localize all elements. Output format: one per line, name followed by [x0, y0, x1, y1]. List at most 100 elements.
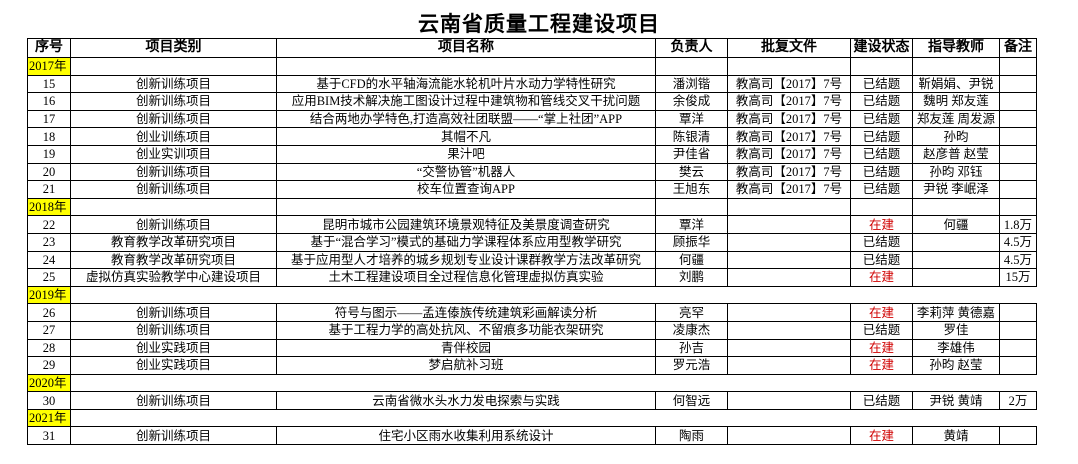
cell-no: 28	[27, 338, 71, 358]
cell-no: 24	[27, 250, 71, 270]
cell-name: 校车位置查询APP	[276, 180, 656, 199]
header-status: 建设状态	[850, 38, 913, 58]
cell-advisor	[912, 268, 1000, 287]
empty-cell	[850, 57, 913, 76]
table-row: 28 创业实践项目 青伴校园 孙吉 在建 李雄伟	[27, 338, 1037, 358]
cell-no: 31	[27, 426, 71, 446]
cell-name: 土木工程建设项目全过程信息化管理虚拟仿真实验	[276, 268, 656, 287]
cell-approval	[727, 268, 851, 287]
cell-no: 26	[27, 303, 71, 322]
cell-advisor: 何疆	[912, 215, 1000, 234]
cell-note	[999, 338, 1037, 358]
cell-category: 创新训练项目	[70, 426, 277, 446]
page-title: 云南省质量工程建设项目	[418, 11, 660, 36]
cell-advisor: 罗佳	[912, 320, 1000, 340]
cell-approval	[727, 391, 851, 410]
year-label: 2020年	[27, 373, 71, 393]
empty-cell	[728, 374, 851, 392]
table-row: 25 虚拟仿真实验教学中心建设项目 土木工程建设项目全过程信息化管理虚拟仿真实验 刘鹏…	[27, 268, 1037, 287]
cell-approval: 教高司【2017】7号	[727, 180, 851, 199]
cell-name: 应用BIM技术解决施工图设计过程中建筑物和管线交叉干扰问题	[276, 92, 656, 111]
cell-no: 27	[27, 320, 71, 340]
cell-leader: 樊云	[655, 162, 728, 182]
cell-advisor: 李雄伟	[912, 338, 1000, 358]
cell-name: 基于CFD的水平轴海流能水轮机叶片水动力学特性研究	[276, 74, 656, 94]
empty-cell	[999, 197, 1037, 217]
header-category: 项目类别	[70, 38, 277, 58]
cell-no: 15	[27, 74, 71, 94]
cell-leader: 潘浏锴	[655, 74, 728, 94]
table-row: 18 创业训练项目 其帽不凡 陈银清 教高司【2017】7号 已结题 孙昀	[27, 127, 1037, 146]
table-row: 26 创新训练项目 符号与图示——孟连傣族传统建筑彩画解读分析 亮罕 在建 李莉萍 黄德嘉	[27, 303, 1037, 322]
cell-status: 在建	[850, 338, 913, 358]
cell-status: 在建	[850, 215, 913, 234]
empty-cell	[276, 57, 656, 76]
cell-approval: 教高司【2017】7号	[727, 74, 851, 94]
empty-cell	[727, 197, 851, 217]
cell-advisor: 魏明 郑友莲	[912, 92, 1000, 111]
table-row: 22 创新训练项目 昆明市城市公园建筑环境景观特征及美景度调查研究 覃洋 在建 何疆 1.8…	[27, 215, 1037, 234]
empty-cell	[277, 409, 656, 427]
empty-cell	[851, 409, 913, 427]
empty-cell	[850, 197, 913, 217]
cell-leader: 余俊成	[655, 92, 728, 111]
cell-advisor: 靳娟娟、尹锐	[912, 74, 1000, 94]
header-advisor: 指导教师	[912, 38, 1000, 58]
cell-advisor: 孙昀 赵莹	[912, 356, 1000, 375]
cell-approval	[727, 215, 851, 234]
cell-note	[999, 92, 1037, 111]
cell-name: 云南省微水头水力发电探索与实践	[276, 391, 656, 410]
cell-name: 住宅小区雨水收集利用系统设计	[276, 426, 656, 446]
table-row: 19 创业实训项目 果汁吧 尹佳省 教高司【2017】7号 已结题 赵彦普 赵莹	[27, 144, 1037, 164]
cell-note: 1.8万	[999, 215, 1037, 234]
table-row: 30 创新训练项目 云南省微水头水力发电探索与实践 何智远 已结题 尹锐 黄靖 2万	[27, 391, 1037, 410]
empty-cell	[656, 409, 728, 427]
cell-leader: 刘鹏	[655, 268, 728, 287]
empty-cell	[71, 286, 277, 304]
cell-name: “交警协管”机器人	[276, 162, 656, 182]
table-row: 16 创新训练项目 应用BIM技术解决施工图设计过程中建筑物和管线交叉干扰问题 余俊成…	[27, 92, 1037, 111]
cell-status: 在建	[850, 356, 913, 375]
cell-no: 17	[27, 109, 71, 129]
table-row: 31 创新训练项目 住宅小区雨水收集利用系统设计 陶雨 在建 黄靖	[27, 426, 1037, 446]
empty-cell	[655, 197, 728, 217]
cell-approval: 教高司【2017】7号	[727, 127, 851, 146]
header-note: 备注	[999, 38, 1037, 58]
year-label: 2019年	[27, 285, 71, 305]
cell-leader: 凌康杰	[655, 320, 728, 340]
cell-category: 创业训练项目	[70, 127, 277, 146]
cell-category: 创新训练项目	[70, 303, 277, 322]
header-approval: 批复文件	[727, 38, 851, 58]
cell-note: 2万	[999, 391, 1037, 410]
cell-status: 在建	[850, 426, 913, 446]
table-row: 15 创新训练项目 基于CFD的水平轴海流能水轮机叶片水动力学特性研究 潘浏锴 教高司【…	[27, 74, 1037, 94]
cell-name: 符号与图示——孟连傣族传统建筑彩画解读分析	[276, 303, 656, 322]
empty-cell	[1000, 409, 1037, 427]
cell-leader: 陈银清	[655, 127, 728, 146]
cell-name: 基于应用型人才培养的城乡规划专业设计课群教学方法改革研究	[276, 250, 656, 270]
cell-approval	[727, 320, 851, 340]
cell-category: 创新训练项目	[70, 180, 277, 199]
header-row: 序号 项目类别 项目名称 负责人 批复文件 建设状态 指导教师 备注	[27, 38, 1037, 58]
cell-note	[999, 180, 1037, 199]
cell-approval	[727, 250, 851, 270]
cell-status: 已结题	[850, 74, 913, 94]
cell-leader: 孙吉	[655, 338, 728, 358]
cell-leader: 陶雨	[655, 426, 728, 446]
empty-cell	[912, 57, 1000, 76]
cell-category: 创业实践项目	[70, 338, 277, 358]
cell-note	[999, 127, 1037, 146]
empty-cell	[276, 197, 656, 217]
cell-status: 已结题	[850, 144, 913, 164]
cell-leader: 何疆	[655, 250, 728, 270]
cell-approval: 教高司【2017】7号	[727, 144, 851, 164]
cell-no: 23	[27, 232, 71, 252]
cell-no: 21	[27, 180, 71, 199]
cell-category: 教育教学改革研究项目	[70, 232, 277, 252]
cell-status: 已结题	[850, 232, 913, 252]
empty-cell	[913, 409, 1000, 427]
cell-note	[999, 320, 1037, 340]
cell-category: 教育教学改革研究项目	[70, 250, 277, 270]
cell-no: 25	[27, 268, 71, 287]
empty-cell	[71, 409, 277, 427]
